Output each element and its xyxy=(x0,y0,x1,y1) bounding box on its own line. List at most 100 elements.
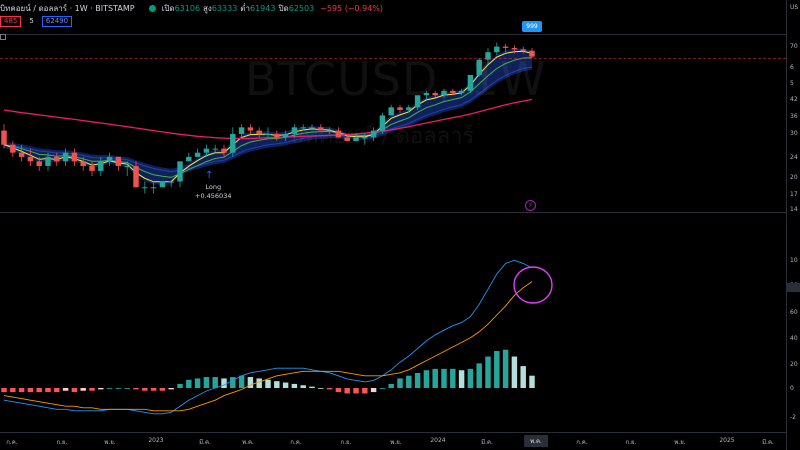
collapse-toggle-icon[interactable] xyxy=(0,34,6,40)
price-axis-label: 30 xyxy=(790,130,798,137)
histogram-bar xyxy=(98,388,104,390)
candle-body xyxy=(485,52,491,60)
time-axis-label: มี.ค. xyxy=(199,439,211,446)
histogram-bar xyxy=(335,388,342,393)
histogram-bar xyxy=(124,388,130,389)
pane-separator[interactable] xyxy=(0,212,786,213)
time-axis-label: พ.ย. xyxy=(674,439,686,446)
histogram-bar xyxy=(45,388,51,393)
price-axis-label: 17 xyxy=(790,191,798,198)
histogram-bar xyxy=(511,356,518,388)
histogram-bar xyxy=(177,383,183,388)
histogram-bar xyxy=(274,381,280,388)
candle-body xyxy=(221,148,227,153)
ema-ribbon xyxy=(4,48,532,185)
time-axis[interactable]: ก.ค. ก.ย. พ.ย. 2023 มี.ค. พ.ค. ก.ค. ก.ย. พ.ย. 202… xyxy=(0,432,786,450)
close-label: ปิด xyxy=(278,3,289,13)
histogram-bar xyxy=(353,388,359,394)
candle-body xyxy=(309,127,315,129)
time-axis-label: ก.ค. xyxy=(6,439,18,446)
candle-body xyxy=(54,156,60,162)
comment-bubble[interactable]: 999 xyxy=(522,21,542,32)
candle-body xyxy=(27,156,34,162)
price-axis-label: 42 xyxy=(790,96,798,103)
histogram-bar xyxy=(441,368,447,388)
candle-body xyxy=(124,165,130,167)
candle-body xyxy=(45,156,51,166)
histogram-bar xyxy=(54,388,60,393)
histogram-bar xyxy=(168,388,174,390)
histogram-bar xyxy=(467,368,474,388)
low-value: 61943 xyxy=(249,3,276,13)
bid-button[interactable]: 485 xyxy=(0,15,22,27)
spread-value: 5 xyxy=(29,17,34,25)
histogram-bar xyxy=(502,349,509,388)
candle-body xyxy=(230,133,236,153)
candle-body xyxy=(502,46,509,48)
candle-body xyxy=(133,165,139,188)
candle-body xyxy=(318,127,324,131)
candle-body xyxy=(388,107,394,116)
candle-body xyxy=(379,115,386,131)
histogram-bar xyxy=(309,386,315,388)
time-axis-label: 2025 xyxy=(719,437,735,444)
histogram-bar xyxy=(450,368,456,388)
long-ma-line xyxy=(3,98,533,140)
indicator-axis-label: -2 xyxy=(790,414,796,421)
histogram-bar xyxy=(36,388,42,393)
histogram-bar xyxy=(388,383,394,388)
legend-header: บิทคอยน์ / ดอลลาร์ · 1W · BITSTAMP เปิด 6… xyxy=(0,0,790,16)
histogram-bar xyxy=(485,356,491,388)
histogram-bar xyxy=(212,377,218,388)
candle-body xyxy=(414,95,421,108)
symbol-title[interactable]: บิทคอยน์ / ดอลลาร์ · 1W · BITSTAMP xyxy=(0,3,135,13)
flash-icon[interactable]: ⚡ xyxy=(525,200,536,211)
candle-body xyxy=(203,148,210,153)
histogram-bar xyxy=(203,377,210,388)
watermark-description: บิทคอยน์ / ดอลลาร์ xyxy=(290,124,475,149)
candle-body xyxy=(450,90,456,94)
time-axis-label: ก.ย. xyxy=(625,439,637,446)
candle-body xyxy=(370,130,377,138)
candle-body xyxy=(494,46,500,53)
price-axis-label: 5 xyxy=(790,80,794,87)
candle-body xyxy=(458,90,465,94)
time-axis-label: ก.ย. xyxy=(340,439,352,446)
long-label-text: Long xyxy=(205,183,222,191)
price-axis[interactable]: US70654236302420171410806040200-2 xyxy=(786,0,800,450)
price-axis-label: US xyxy=(790,4,799,11)
ema-slow-line xyxy=(3,66,533,173)
candle-body xyxy=(511,47,518,50)
ask-button[interactable]: 62490 xyxy=(41,15,73,27)
signal-line xyxy=(3,281,533,412)
indicator-axis-label: 40 xyxy=(790,335,798,342)
time-axis-label: 2023 xyxy=(148,437,164,444)
candle-body xyxy=(62,152,69,162)
indicator-axis-label: 10 xyxy=(790,257,798,264)
indicator-axis-label: 20 xyxy=(790,361,798,368)
open-label: เปิด xyxy=(161,3,175,13)
market-status-icon xyxy=(148,4,156,12)
candle-body xyxy=(441,90,447,96)
histogram-bar xyxy=(494,351,500,388)
price-axis-label: 6 xyxy=(790,64,794,71)
candle-body xyxy=(423,93,430,96)
price-axis-label: 36 xyxy=(790,113,798,120)
candle-body xyxy=(397,107,403,110)
candle-body xyxy=(274,133,280,138)
arrow-up-icon: ↑ xyxy=(205,170,214,181)
histogram-bar xyxy=(238,375,245,388)
watermark-symbol: BTCUSD, 1W xyxy=(245,52,547,106)
histogram-bar xyxy=(406,375,412,388)
histogram-bar xyxy=(414,372,421,388)
axis-price-tag xyxy=(786,283,800,292)
histogram-bar xyxy=(150,388,157,391)
time-axis-label: พ.ย. xyxy=(390,439,402,446)
candle-body xyxy=(150,187,157,189)
candle-body xyxy=(168,181,174,183)
candle-body xyxy=(36,161,42,166)
candle-body xyxy=(89,165,95,171)
candle-body xyxy=(256,130,262,134)
